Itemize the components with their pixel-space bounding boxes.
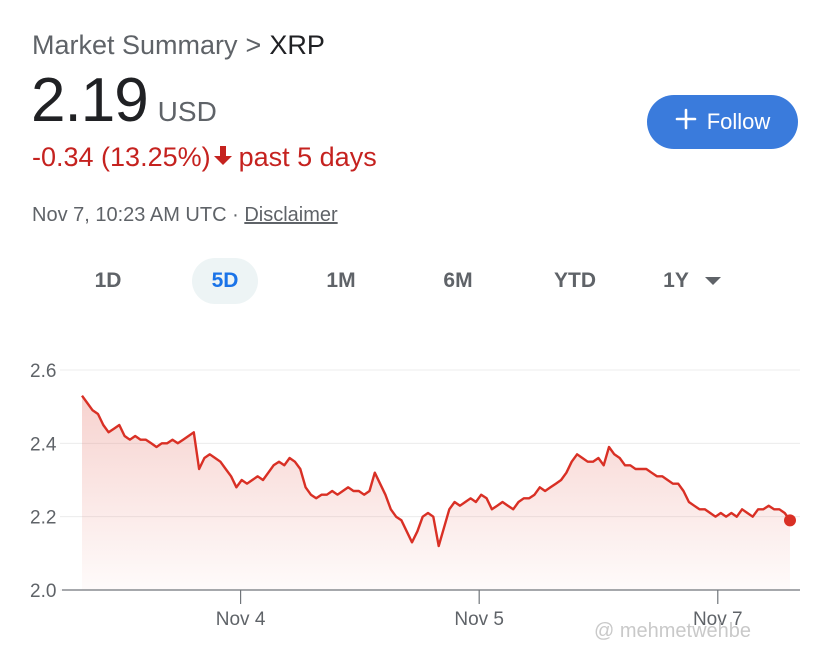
breadcrumb-current: XRP [269, 30, 325, 60]
change-period: past 5 days [238, 142, 377, 172]
timestamp: Nov 7, 10:23 AM UTC · Disclaimer [32, 204, 338, 227]
tab-label: 1D [94, 269, 122, 292]
tab-label: 1M [326, 269, 356, 292]
x-tick-label: Nov 4 [216, 609, 266, 630]
tab-6m[interactable]: 6M [427, 258, 489, 304]
timestamp-text: Nov 7, 10:23 AM UTC · [32, 204, 239, 226]
tab-label: YTD [554, 269, 596, 292]
tab-1m[interactable]: 1M [310, 258, 372, 304]
tab-label: 5D [211, 269, 239, 292]
down-arrow-icon [213, 142, 233, 173]
current-price: 2.19 [31, 66, 149, 135]
tab-1y[interactable]: 1Y [652, 258, 732, 304]
plus-icon [675, 106, 697, 136]
chevron-down-icon [704, 277, 721, 285]
price-chart[interactable]: 2.6 2.4 2.2 2.0 Nov 4 Nov 5 Nov 7 [0, 340, 829, 640]
tab-5d[interactable]: 5D [192, 258, 258, 304]
tab-ytd[interactable]: YTD [540, 258, 610, 304]
change-value: -0.34 (13.25%) [32, 142, 211, 172]
y-tick-label: 2.4 [30, 434, 57, 455]
price-change: -0.34 (13.25%) past 5 days [32, 142, 377, 173]
breadcrumb: Market Summary > XRP [32, 30, 325, 61]
price-area [82, 395, 790, 590]
y-tick-label: 2.6 [30, 361, 56, 382]
tab-label: 6M [443, 269, 473, 292]
currency-label: USD [157, 96, 217, 127]
disclaimer-link[interactable]: Disclaimer [244, 204, 338, 226]
follow-button[interactable]: Follow [647, 95, 798, 149]
x-tick-label: Nov 5 [454, 609, 504, 630]
x-tick-label: Nov 7 [693, 609, 743, 630]
y-tick-label: 2.2 [30, 508, 56, 529]
price-line [81, 394, 791, 548]
follow-label: Follow [706, 109, 771, 134]
tab-1d[interactable]: 1D [78, 258, 138, 304]
watermark: @ mehmetwehbe [594, 620, 752, 642]
y-tick-label: 2.0 [30, 581, 56, 602]
price-row: 2.19 USD [31, 70, 217, 132]
breadcrumb-parent[interactable]: Market Summary [32, 30, 238, 60]
current-price-dot[interactable] [784, 514, 796, 527]
tab-label: 1Y [663, 269, 689, 292]
breadcrumb-separator: > [245, 30, 262, 60]
